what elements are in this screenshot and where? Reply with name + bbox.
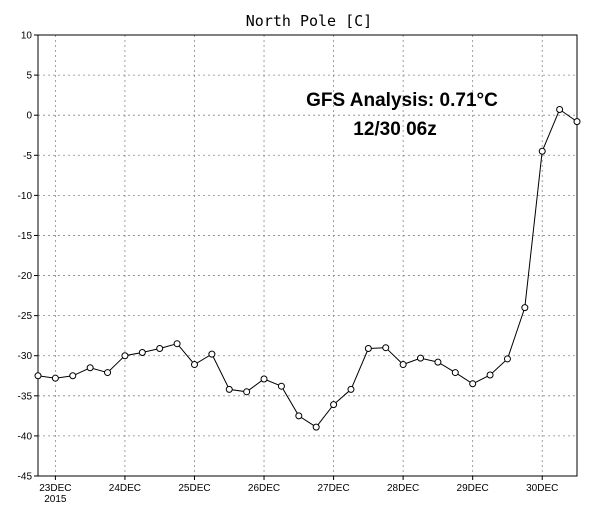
data-point <box>503 355 511 363</box>
plot-frame <box>37 34 578 477</box>
data-point <box>469 380 477 388</box>
data-point <box>243 388 251 396</box>
data-point <box>173 340 181 348</box>
x-tick-label: 26DEC <box>248 483 280 494</box>
data-point <box>51 374 59 382</box>
data-point <box>521 304 529 312</box>
y-tick-label: -30 <box>18 351 33 362</box>
data-point <box>399 361 407 369</box>
data-point <box>225 385 233 393</box>
y-tick-label: 0 <box>26 111 32 122</box>
x-tick-label: 24DEC <box>109 483 141 494</box>
y-tick-label: -25 <box>18 311 33 322</box>
y-axis: 10 5 0 -5 -10 -15 -20 -25 -30 -35 -40 -45 <box>18 31 38 483</box>
data-point <box>277 382 285 390</box>
chart-title: North Pole [C] <box>246 12 372 30</box>
y-tick-label: -40 <box>18 431 33 442</box>
annotation-time: 12/30 06z <box>353 119 436 140</box>
grid <box>38 35 577 476</box>
y-tick-label: -10 <box>18 191 33 202</box>
series-points <box>34 105 581 431</box>
data-point <box>364 345 372 353</box>
data-point <box>382 344 390 352</box>
data-point <box>556 105 564 113</box>
y-tick-label: 10 <box>21 31 33 42</box>
data-point <box>34 372 42 380</box>
data-point <box>451 369 459 377</box>
annotation-analysis: GFS Analysis: 0.71°C <box>306 90 498 111</box>
data-point <box>138 349 146 357</box>
data-point <box>86 364 94 372</box>
y-tick-label: -5 <box>23 151 32 162</box>
x-tick-label: 27DEC <box>317 483 349 494</box>
data-point <box>190 361 198 369</box>
y-tick-label: -35 <box>18 391 33 402</box>
data-point <box>260 375 268 383</box>
x-tick-label: 23DEC <box>39 483 71 494</box>
data-point <box>295 412 303 420</box>
y-tick-label: -45 <box>18 472 33 483</box>
x-tick-label: 25DEC <box>178 483 210 494</box>
data-point <box>208 350 216 358</box>
data-point <box>417 354 425 362</box>
data-point <box>312 423 320 431</box>
data-point <box>121 352 129 360</box>
data-point <box>156 345 164 353</box>
x-tick-label: 30DEC <box>526 483 558 494</box>
data-point <box>330 401 338 409</box>
x-tick-label: 28DEC <box>387 483 419 494</box>
data-point <box>486 371 494 379</box>
y-tick-label: 5 <box>26 71 32 82</box>
y-tick-label: -20 <box>18 271 33 282</box>
data-point <box>538 147 546 155</box>
data-point <box>347 385 355 393</box>
series-line <box>37 108 578 428</box>
data-point <box>434 358 442 366</box>
data-point <box>104 369 112 377</box>
x-tick-label: 29DEC <box>457 483 489 494</box>
y-tick-label: -15 <box>18 231 33 242</box>
x-tick-year-label: 2015 <box>44 494 67 505</box>
data-point <box>69 372 77 380</box>
data-point <box>573 118 581 126</box>
